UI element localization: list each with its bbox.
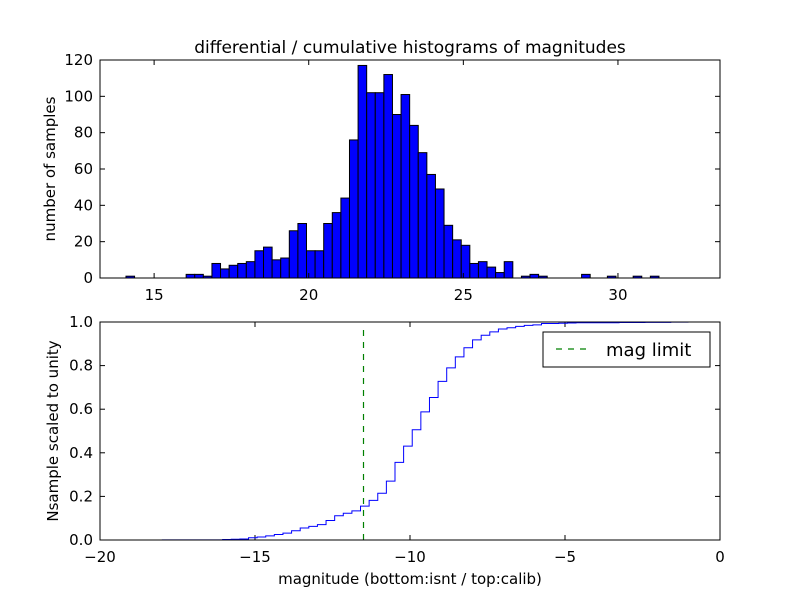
top-y-tick-label: 20 xyxy=(74,233,93,251)
histogram-bar xyxy=(460,244,471,279)
top-y-tick-label: 60 xyxy=(74,160,93,178)
histogram-bar xyxy=(271,259,282,279)
bottom-y-tick-label: 0.2 xyxy=(69,487,93,505)
bottom-x-tick-label: −10 xyxy=(394,548,426,566)
histogram-bar xyxy=(366,92,376,279)
bottom-y-tick-label: 0.0 xyxy=(69,531,93,549)
bottom-y-tick-label: 1.0 xyxy=(69,313,93,331)
legend: mag limit xyxy=(542,331,711,368)
histogram-bar xyxy=(297,223,308,279)
bottom-y-tick-label: 0.8 xyxy=(69,357,93,375)
bottom-y-tick-label: 0.6 xyxy=(69,400,93,418)
bottom-x-tick-label: −15 xyxy=(239,548,271,566)
histogram-bar xyxy=(443,224,454,279)
histogram-bar xyxy=(357,64,368,279)
bottom-x-axis-label: magnitude (bottom:isnt / top:calib) xyxy=(278,570,542,588)
bottom-axes-frame xyxy=(99,321,721,541)
histogram-bar xyxy=(400,94,411,279)
histogram-bar xyxy=(503,261,514,279)
top-x-tick-label: 30 xyxy=(608,286,627,304)
top-chart-title: differential / cumulative histograms of … xyxy=(194,38,626,58)
histogram-bar xyxy=(220,268,230,279)
histogram-bar xyxy=(263,246,273,279)
histogram-bar xyxy=(452,239,462,279)
histogram-bar xyxy=(486,266,497,279)
top-x-tick-label: 25 xyxy=(454,286,473,304)
histogram-bar xyxy=(434,188,445,279)
cumulative-line xyxy=(100,321,720,541)
bottom-x-tick-label: −20 xyxy=(84,548,116,566)
histogram-bar xyxy=(383,74,393,279)
histogram-bar xyxy=(254,250,265,279)
histogram-bar xyxy=(581,273,591,279)
histogram-bar xyxy=(477,261,488,279)
bottom-x-tick-label: −5 xyxy=(554,548,576,566)
histogram-bar xyxy=(426,173,436,279)
histogram-bar xyxy=(237,262,247,279)
bottom-y-axis-label: Nsample scaled to unity xyxy=(44,340,62,521)
top-y-tick-label: 120 xyxy=(64,51,93,69)
histogram-bar xyxy=(228,264,239,279)
histogram-bar xyxy=(409,124,419,279)
top-y-tick-label: 0 xyxy=(83,269,93,287)
bottom-y-tick-label: 0.4 xyxy=(69,444,93,462)
histogram-bar xyxy=(391,114,402,279)
histogram-bar xyxy=(314,250,325,279)
histogram-bar xyxy=(245,261,256,279)
top-y-tick-label: 80 xyxy=(74,124,93,142)
histogram-bar xyxy=(348,139,359,279)
histogram-bar xyxy=(185,273,196,279)
histogram-bar xyxy=(495,272,505,279)
top-y-tick-label: 100 xyxy=(64,87,93,105)
top-x-tick-label: 15 xyxy=(145,286,164,304)
histogram-bar xyxy=(340,197,350,279)
histogram-bar xyxy=(280,257,290,279)
top-y-axis-label: number of samples xyxy=(41,96,59,241)
histogram-bar xyxy=(288,230,299,279)
top-y-tick-label: 40 xyxy=(74,196,93,214)
histogram-bar xyxy=(469,262,479,279)
histogram-bar xyxy=(374,92,385,279)
histogram-bar xyxy=(306,250,316,279)
histogram-bar xyxy=(194,273,204,279)
top-x-tick-label: 20 xyxy=(299,286,318,304)
bottom-x-tick-label: 0 xyxy=(715,548,725,566)
histogram-bar xyxy=(323,223,333,279)
histogram-bar xyxy=(331,212,342,279)
histogram-bar xyxy=(211,262,222,279)
histogram-bar xyxy=(417,152,428,279)
histogram-bar xyxy=(529,273,540,279)
legend-mag-limit-label: mag limit xyxy=(606,340,691,361)
